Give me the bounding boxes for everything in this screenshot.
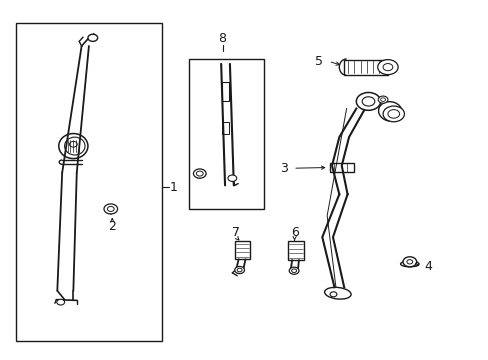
Text: 2: 2 — [108, 220, 116, 233]
Text: 7: 7 — [232, 226, 240, 239]
Bar — [344, 60, 387, 75]
Bar — [222, 122, 228, 134]
Text: 3: 3 — [280, 162, 288, 175]
Circle shape — [382, 106, 404, 122]
Circle shape — [227, 175, 236, 181]
Text: 8: 8 — [218, 32, 226, 45]
Text: 4: 4 — [424, 260, 431, 273]
Circle shape — [356, 93, 380, 111]
Text: 1: 1 — [170, 181, 178, 194]
Bar — [234, 241, 250, 259]
Bar — [16, 23, 162, 341]
Bar — [221, 82, 229, 102]
Ellipse shape — [59, 134, 88, 158]
Ellipse shape — [378, 102, 401, 121]
Circle shape — [104, 204, 117, 214]
Circle shape — [288, 267, 298, 274]
Circle shape — [377, 60, 397, 75]
Circle shape — [57, 299, 64, 305]
Ellipse shape — [324, 287, 350, 299]
Circle shape — [377, 96, 387, 103]
Bar — [287, 242, 303, 260]
Circle shape — [402, 257, 416, 267]
Ellipse shape — [400, 261, 418, 267]
Bar — [329, 163, 353, 172]
Circle shape — [88, 34, 98, 41]
Circle shape — [193, 169, 205, 178]
Circle shape — [329, 292, 336, 297]
Text: 5: 5 — [314, 55, 322, 68]
Circle shape — [234, 266, 244, 274]
Text: 6: 6 — [290, 226, 298, 239]
Bar — [188, 59, 264, 208]
